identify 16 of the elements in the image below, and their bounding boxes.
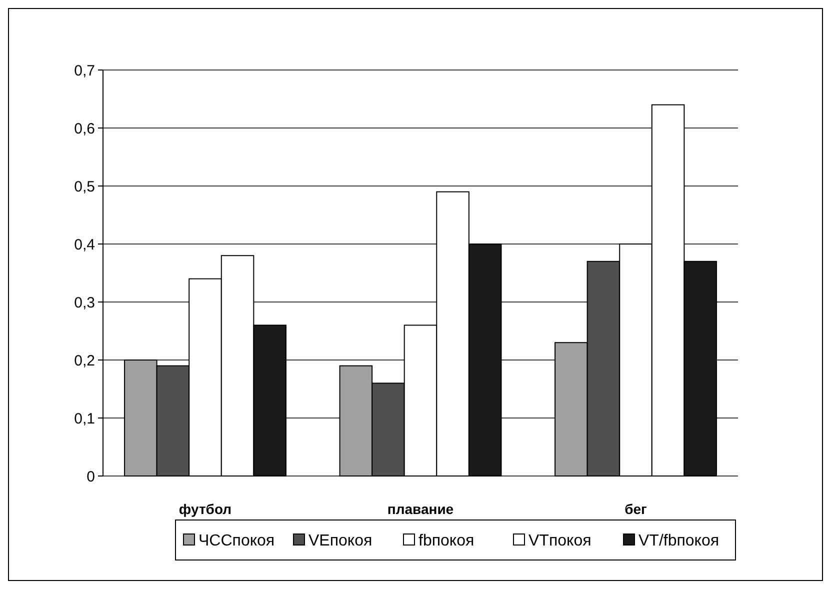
- y-tick-label: 0,4: [74, 236, 95, 254]
- legend-label: VTпокоя: [528, 532, 592, 550]
- y-tick-label: 0,1: [74, 410, 95, 428]
- legend-label: VT/fbпокоя: [638, 532, 720, 550]
- y-tick-label: 0,6: [74, 120, 95, 138]
- y-tick-label: 0,5: [74, 178, 95, 196]
- y-tick-label: 0: [86, 468, 95, 486]
- y-tick-label: 0,7: [74, 62, 95, 80]
- y-tick-label: 0,2: [74, 352, 95, 370]
- legend-label: VEпокоя: [308, 532, 372, 550]
- legend-label: ЧССпокоя: [198, 532, 275, 550]
- legend-label: fbпокоя: [418, 532, 474, 550]
- y-tick-label: 0,3: [74, 294, 95, 312]
- x-tick-label: плавание: [387, 501, 454, 517]
- x-tick-label: футбол: [178, 501, 232, 517]
- x-tick-label: бег: [624, 501, 648, 517]
